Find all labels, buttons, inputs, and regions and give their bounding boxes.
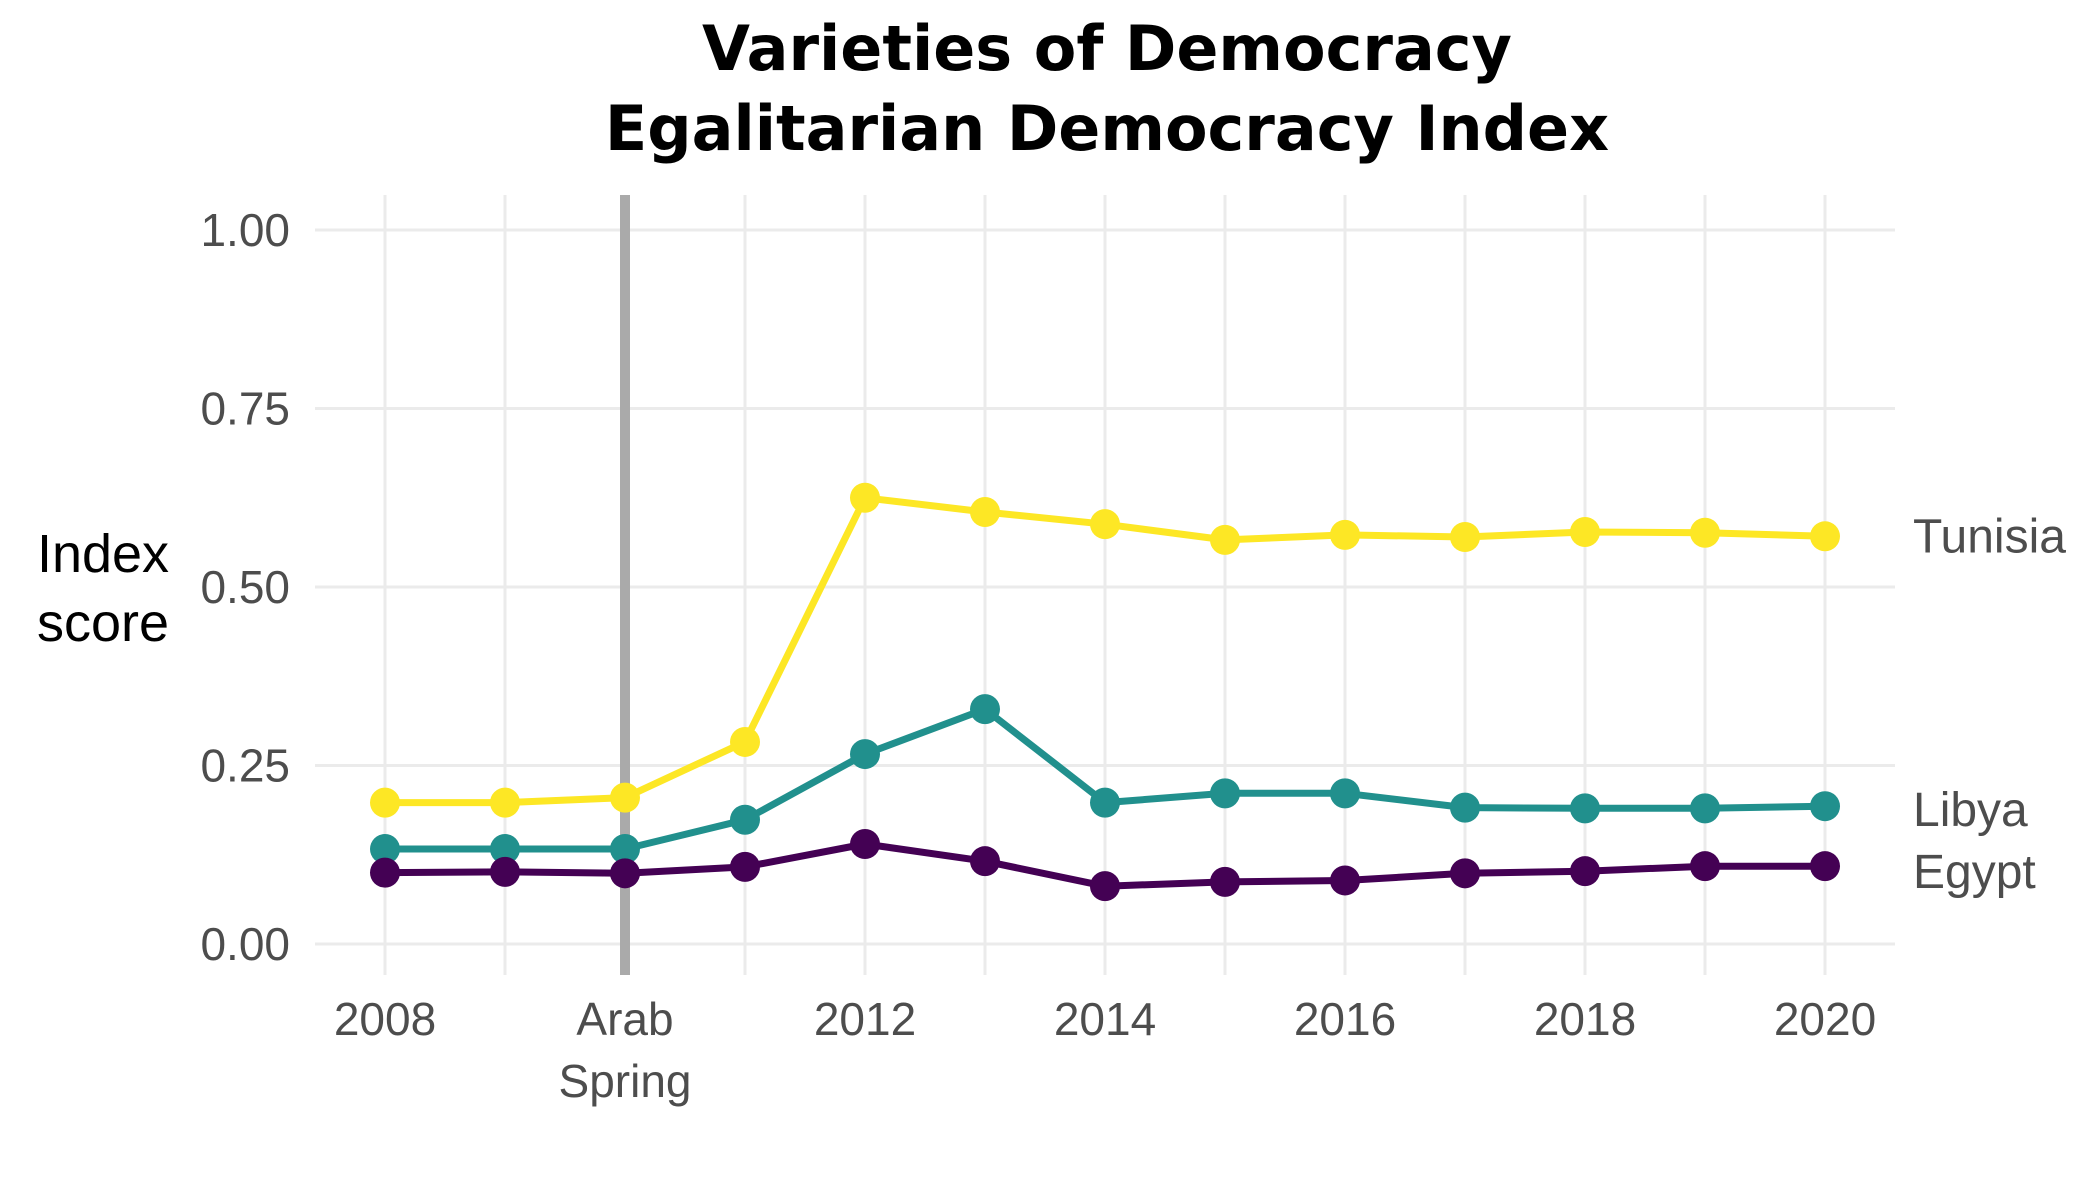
data-point-libya [1330, 778, 1360, 809]
data-point-tunisia [610, 782, 640, 813]
data-point-libya [970, 694, 1000, 725]
data-point-egypt [1090, 871, 1120, 902]
data-point-egypt [850, 829, 880, 860]
y-axis-label-line-1: Index [37, 524, 169, 584]
data-point-egypt [1570, 856, 1600, 887]
data-point-tunisia [970, 497, 1000, 528]
series-label-egypt: Egypt [1913, 846, 2036, 899]
y-axis-label-line-2: score [37, 593, 169, 653]
data-point-egypt [1810, 851, 1840, 882]
data-point-tunisia [1330, 519, 1360, 550]
data-point-libya [1450, 792, 1480, 823]
x-tick-label: 2016 [1294, 993, 1396, 1045]
data-point-tunisia [1570, 517, 1600, 548]
data-point-egypt [970, 846, 1000, 877]
data-point-tunisia [490, 787, 520, 818]
y-axis-ticks: 0.00 0.25 0.50 0.75 1.00 [200, 204, 290, 970]
data-point-tunisia [1090, 509, 1120, 540]
x-tick-label: 2018 [1534, 993, 1636, 1045]
data-point-tunisia [1810, 521, 1840, 552]
data-point-libya [1570, 793, 1600, 824]
data-point-libya [850, 739, 880, 770]
chart-title-line-1: Varieties of Democracy [702, 12, 1512, 85]
data-point-libya [1090, 787, 1120, 818]
data-point-egypt [610, 858, 640, 889]
data-point-tunisia [1210, 524, 1240, 555]
data-point-egypt [730, 851, 760, 882]
y-tick-label: 0.00 [200, 918, 290, 970]
data-point-tunisia [370, 787, 400, 818]
data-point-libya [370, 834, 400, 865]
data-point-egypt [1210, 866, 1240, 897]
data-point-egypt [1690, 851, 1720, 882]
data-point-egypt [1450, 858, 1480, 889]
data-point-libya [610, 834, 640, 865]
data-point-libya [1810, 791, 1840, 822]
x-tick-label: 2008 [334, 993, 436, 1045]
data-point-libya [490, 834, 520, 865]
data-point-egypt [1330, 865, 1360, 896]
x-tick-label: 2020 [1774, 993, 1876, 1045]
x-tick-label: Arab Spring [559, 993, 692, 1107]
x-axis-ticks: 2008 Arab Spring 2012 2014 2016 2018 2020 [334, 993, 1876, 1107]
data-point-egypt [370, 857, 400, 888]
x-tick-label: 2014 [1054, 993, 1156, 1045]
series-labels: Tunisia Libya Egypt [1913, 510, 2066, 899]
y-tick-label: 1.00 [200, 204, 290, 256]
data-point-libya [1690, 793, 1720, 824]
data-point-tunisia [1690, 517, 1720, 548]
series-label-tunisia: Tunisia [1913, 510, 2066, 563]
series-group [370, 482, 1840, 902]
series-label-libya: Libya [1913, 784, 2028, 837]
y-tick-label: 0.50 [200, 561, 290, 613]
grid [315, 195, 1895, 975]
data-point-tunisia [730, 726, 760, 757]
data-point-libya [1210, 778, 1240, 809]
y-tick-label: 0.25 [200, 740, 290, 792]
data-point-tunisia [850, 482, 880, 513]
data-point-tunisia [1450, 522, 1480, 553]
x-tick-label: 2012 [814, 993, 916, 1045]
data-point-libya [730, 804, 760, 835]
y-tick-label: 0.75 [200, 383, 290, 435]
data-point-egypt [490, 856, 520, 887]
chart-title-line-2: Egalitarian Democracy Index [605, 92, 1609, 165]
